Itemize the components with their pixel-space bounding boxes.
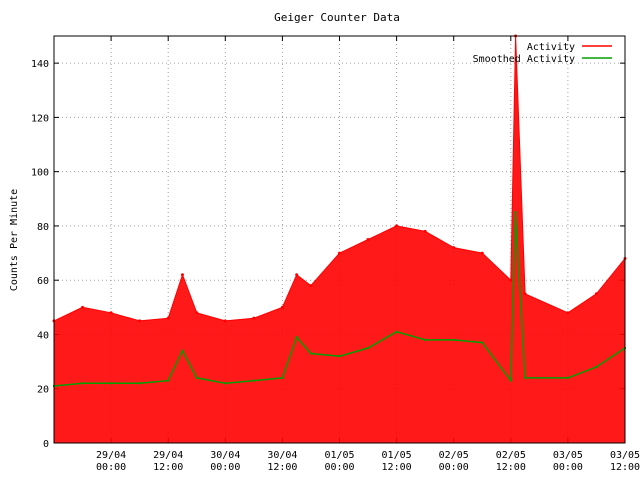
series	[52, 34, 627, 444]
x-tick-label: 00:00	[96, 462, 126, 473]
x-tick-label: 30/04	[210, 450, 240, 461]
activity-point	[338, 251, 341, 255]
smoothed-point	[81, 382, 84, 385]
x-tick-label: 01/05	[324, 450, 354, 461]
activity-point	[280, 305, 284, 309]
activity-point	[452, 246, 456, 250]
smoothed-point	[566, 376, 570, 380]
y-tick-label: 60	[37, 276, 49, 287]
activity-point	[166, 316, 170, 320]
activity-point	[594, 292, 598, 296]
x-tick-label: 12:00	[496, 462, 526, 473]
smoothed-point	[595, 365, 598, 369]
activity-point	[423, 229, 427, 233]
activity-point	[81, 305, 85, 309]
smoothed-point	[366, 346, 370, 350]
plot-frame	[53, 35, 626, 444]
x-tick-label: 12:00	[610, 462, 640, 473]
x-tick-label: 12:00	[153, 462, 183, 473]
x-tick-label: 29/04	[153, 450, 183, 461]
y-tick-label: 40	[37, 330, 49, 341]
smoothed-point	[281, 376, 284, 380]
x-tick-label: 02/05	[439, 450, 469, 461]
activity-point	[180, 273, 184, 277]
x-tick-label: 01/05	[382, 450, 412, 461]
x-tick-label: 02/05	[496, 450, 526, 461]
smoothed-point	[423, 338, 427, 342]
smoothed-point	[195, 376, 198, 380]
x-tick-label: 03/05	[610, 450, 640, 461]
activity-point	[109, 311, 113, 315]
activity-point	[523, 292, 527, 296]
smoothed-point	[295, 335, 298, 339]
activity-point	[509, 278, 513, 282]
chart-title: Geiger Counter Data	[274, 11, 400, 24]
smoothed-point	[514, 211, 517, 214]
x-axis-ticks: 29/0400:0029/0412:0030/0400:0030/0412:00…	[96, 36, 640, 473]
smoothed-point	[395, 330, 398, 333]
smoothed-point	[109, 382, 113, 385]
x-tick-label: 12:00	[382, 462, 412, 473]
y-tick-label: 120	[31, 113, 49, 124]
series-smoothed-line	[53, 212, 626, 387]
series-activity-area	[53, 35, 626, 444]
activity-point	[252, 316, 256, 320]
activity-point	[366, 238, 370, 241]
activity-point	[295, 273, 299, 277]
y-axis-label: Counts Per Minute	[9, 189, 20, 291]
activity-point	[480, 251, 484, 255]
smoothed-point	[481, 341, 484, 344]
activity-point	[195, 311, 199, 315]
activity-point	[138, 319, 142, 323]
y-tick-label: 140	[31, 59, 49, 70]
smoothed-point	[252, 379, 256, 382]
y-tick-label: 80	[37, 222, 49, 233]
activity-point	[395, 224, 399, 228]
y-tick-label: 0	[43, 439, 49, 450]
x-tick-label: 00:00	[553, 462, 583, 473]
smoothed-point	[167, 379, 170, 382]
smoothed-point	[509, 379, 512, 382]
x-tick-label: 29/04	[96, 450, 126, 461]
x-tick-label: 12:00	[267, 462, 297, 473]
smoothed-point	[138, 382, 141, 385]
activity-point	[309, 284, 313, 288]
x-tick-label: 00:00	[324, 462, 354, 473]
x-tick-label: 00:00	[439, 462, 469, 473]
smoothed-point	[523, 376, 527, 380]
x-tick-label: 03/05	[553, 450, 583, 461]
smoothed-point	[452, 338, 455, 342]
activity-point	[566, 311, 570, 315]
legend-label: Activity	[527, 42, 575, 53]
y-tick-label: 20	[37, 385, 49, 396]
smoothed-point	[309, 352, 313, 355]
smoothed-point	[338, 354, 341, 358]
x-tick-label: 00:00	[210, 462, 240, 473]
smoothed-point	[181, 349, 184, 352]
smoothed-point	[224, 382, 227, 385]
y-tick-label: 100	[31, 168, 49, 179]
activity-point	[223, 319, 227, 323]
x-tick-label: 30/04	[267, 450, 297, 461]
legend-label: Smoothed Activity	[473, 54, 575, 65]
